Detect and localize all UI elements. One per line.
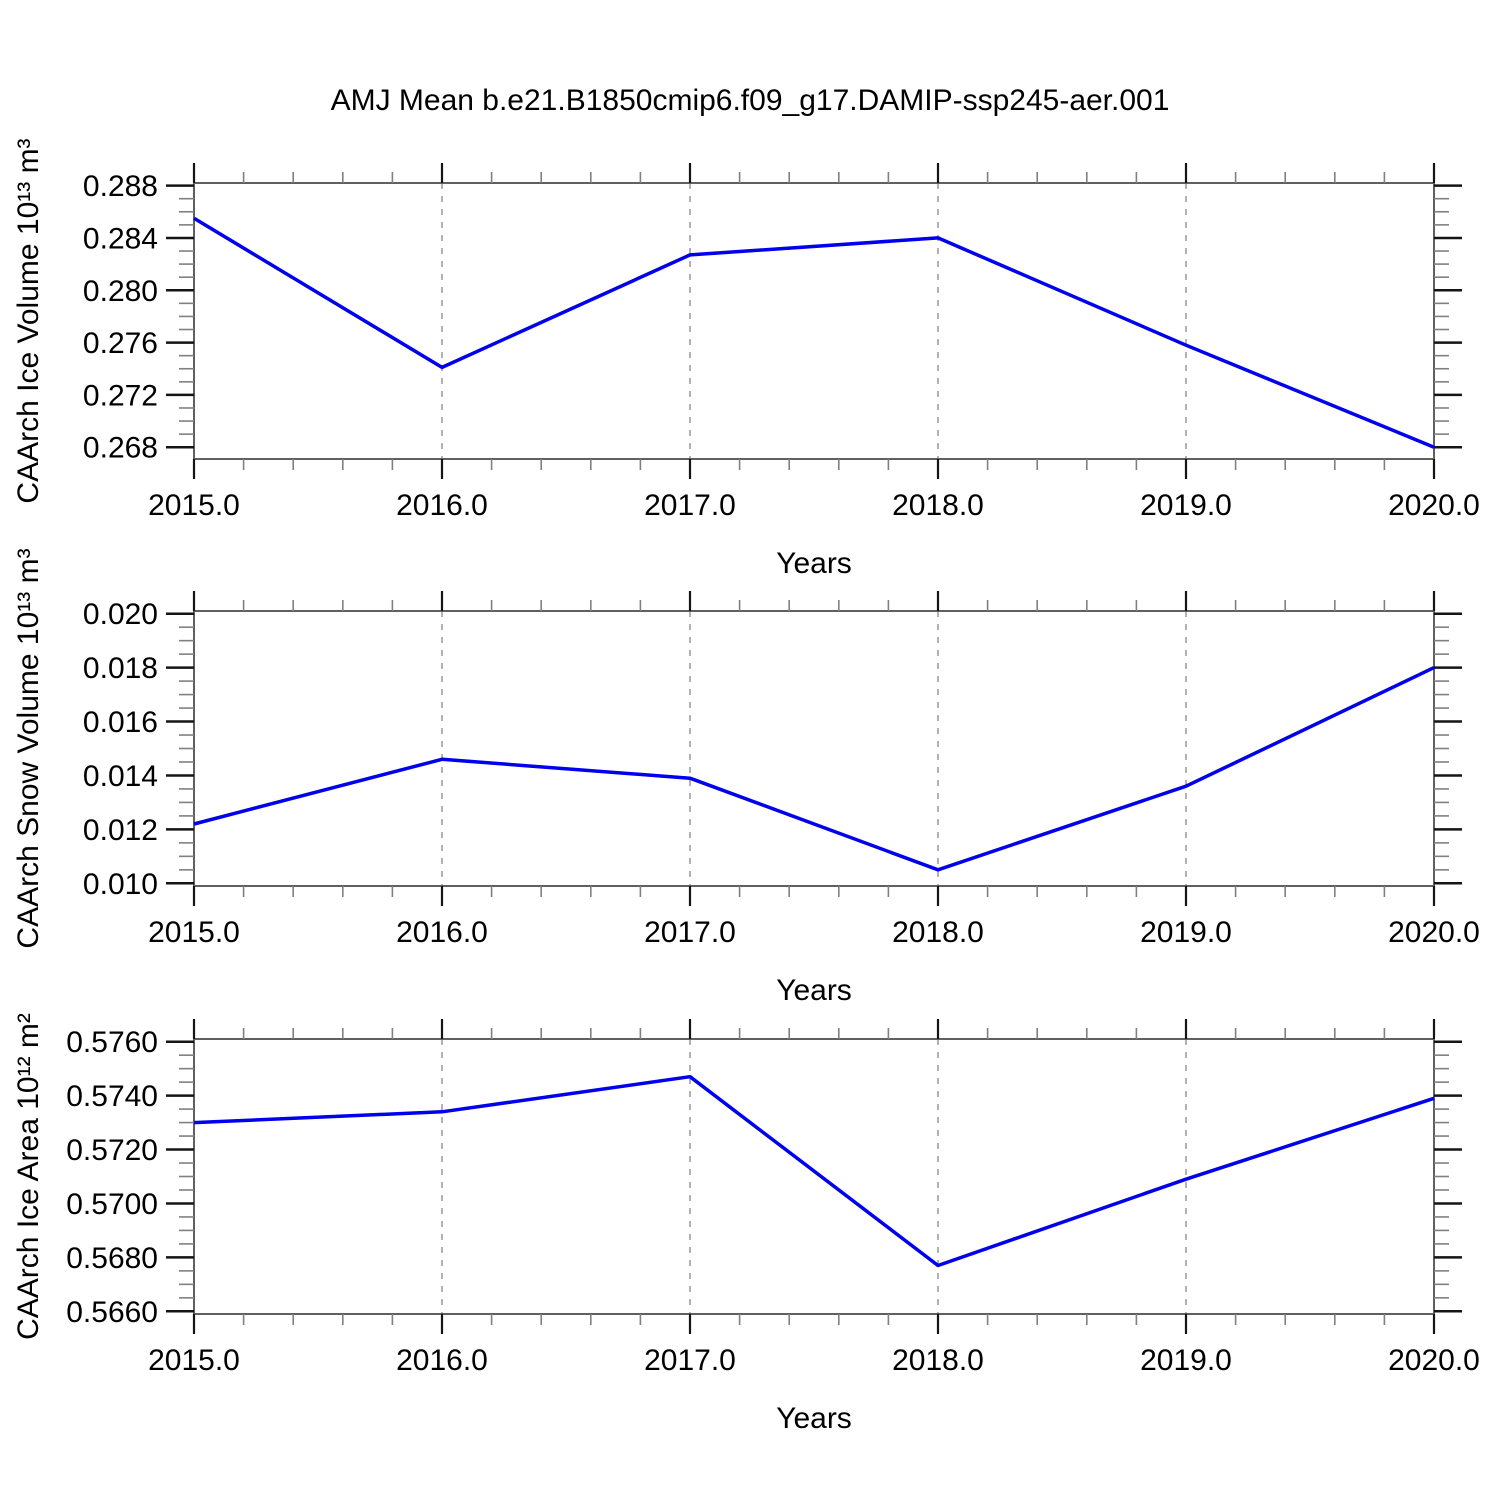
y-axis-label-ice-area: CAArch Ice Area 10¹² m² [12,1013,45,1340]
y-tick-label: 0.272 [83,379,158,412]
x-tick-label: 2015.0 [148,489,240,522]
x-tick-label: 2018.0 [892,916,984,949]
y-tick-label: 0.012 [83,814,158,847]
y-tick-label: 0.016 [83,706,158,739]
y-tick-label: 0.276 [83,327,158,360]
y-tick-label: 0.014 [83,760,158,793]
x-tick-label: 2016.0 [396,489,488,522]
data-line-ice-volume [193,216,1435,449]
y-tick-label: 0.010 [83,868,158,901]
y-tick-label: 0.280 [83,275,158,308]
x-tick-label: 2019.0 [1140,916,1232,949]
y-tick-label: 0.284 [83,222,158,255]
y-tick-label: 0.5660 [66,1296,158,1329]
chart-title: AMJ Mean b.e21.B1850cmip6.f09_g17.DAMIP-… [330,84,1170,117]
x-tick-label: 2015.0 [148,1344,240,1377]
x-axis-label-ice-volume: Years [776,547,852,580]
x-tick-label: 2017.0 [644,916,736,949]
frame-snow-volume [193,610,1435,887]
x-tick-label: 2017.0 [644,1344,736,1377]
x-axis-label-ice-area: Years [776,1402,852,1435]
frame-ice-volume [193,182,1435,460]
y-tick-label: 0.5700 [66,1188,158,1221]
x-tick-label: 2020.0 [1388,1344,1480,1377]
y-tick-label: 0.288 [83,170,158,203]
frame-ice-area [193,1038,1435,1315]
x-tick-label: 2020.0 [1388,489,1480,522]
y-axis-label-snow-volume: CAArch Snow Volume 10¹³ m³ [12,548,45,948]
x-tick-label: 2019.0 [1140,1344,1232,1377]
y-tick-label: 0.268 [83,432,158,465]
y-tick-label: 0.5760 [66,1026,158,1059]
y-tick-label: 0.5740 [66,1080,158,1113]
y-axis-label-ice-volume: CAArch Ice Volume 10¹³ m³ [12,138,45,503]
x-axis-label-snow-volume: Years [776,974,852,1007]
y-tick-label: 0.5680 [66,1242,158,1275]
y-tick-label: 0.020 [83,598,158,631]
x-tick-label: 2016.0 [396,916,488,949]
y-tick-label: 0.018 [83,652,158,685]
x-tick-label: 2019.0 [1140,489,1232,522]
x-tick-label: 2016.0 [396,1344,488,1377]
data-line-ice-area [193,1074,1435,1268]
x-tick-label: 2015.0 [148,916,240,949]
y-tick-label: 0.5720 [66,1134,158,1167]
x-tick-label: 2018.0 [892,1344,984,1377]
x-tick-label: 2020.0 [1388,916,1480,949]
data-line-snow-volume [193,666,1435,872]
x-tick-label: 2018.0 [892,489,984,522]
x-tick-label: 2017.0 [644,489,736,522]
